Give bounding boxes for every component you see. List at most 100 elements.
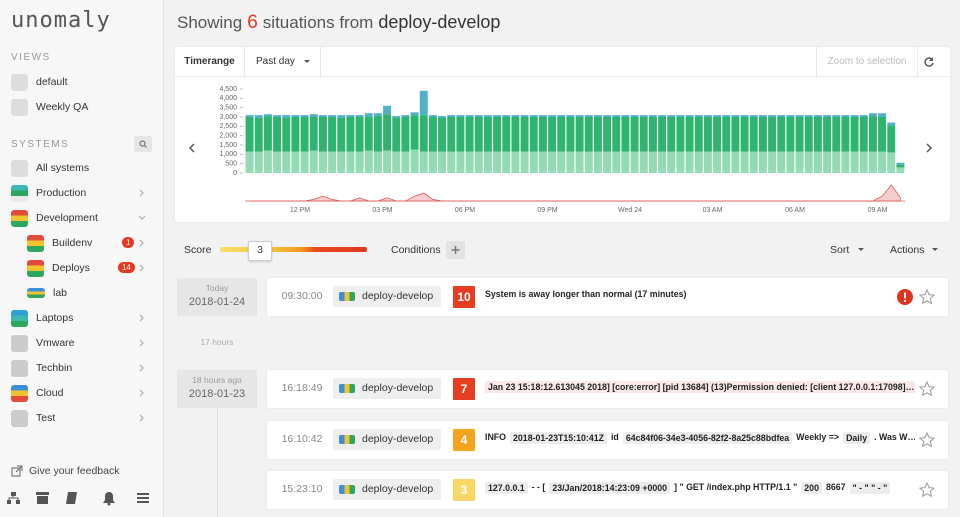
menu-icon[interactable] bbox=[137, 493, 149, 503]
y-tick-label: 4,000 bbox=[219, 95, 237, 102]
bar-segment bbox=[474, 151, 483, 173]
star-button[interactable] bbox=[919, 289, 935, 305]
caret bbox=[932, 248, 938, 251]
refresh-button[interactable] bbox=[922, 55, 936, 69]
system-item[interactable]: Vmware bbox=[11, 333, 151, 353]
system-item[interactable]: Deploys 14 bbox=[27, 258, 151, 278]
bar-segment bbox=[813, 151, 822, 173]
bar-segment bbox=[859, 151, 868, 173]
system-item[interactable]: Production bbox=[11, 183, 151, 203]
star-button[interactable] bbox=[919, 482, 935, 498]
bar-segment bbox=[795, 151, 804, 173]
bar-segment bbox=[722, 151, 731, 173]
hierarchy-icon[interactable] bbox=[7, 492, 20, 504]
system-icon bbox=[27, 234, 44, 252]
system-item[interactable]: Test bbox=[11, 408, 151, 428]
actions-dropdown[interactable]: Actions bbox=[890, 244, 925, 256]
bar-segment bbox=[749, 151, 758, 173]
logo[interactable]: unomaly bbox=[11, 8, 111, 33]
bar-segment bbox=[502, 151, 511, 173]
external-icon bbox=[11, 465, 23, 477]
system-item[interactable]: Laptops bbox=[11, 308, 151, 328]
bar-segment bbox=[263, 150, 272, 173]
star-shape bbox=[919, 381, 935, 397]
zoom-button[interactable]: Zoom to selection bbox=[816, 47, 918, 76]
bar-segment bbox=[245, 115, 254, 117]
y-tick-label: 1,500 bbox=[219, 142, 237, 149]
bar-segment bbox=[731, 151, 740, 173]
message-token: Weekly => bbox=[796, 431, 840, 442]
situation-row[interactable]: 16:18:49 deploy-develop 7 Jan 23 15:18:12.6… bbox=[267, 370, 948, 408]
view-item[interactable]: default bbox=[11, 72, 151, 92]
bar-segment bbox=[612, 115, 621, 117]
view-label: default bbox=[36, 76, 68, 88]
bar-segment bbox=[410, 115, 419, 150]
bottom-icons bbox=[7, 492, 149, 506]
prev-arrow[interactable] bbox=[188, 143, 195, 153]
bar-segment bbox=[584, 151, 593, 173]
relative-date: Today bbox=[205, 283, 229, 293]
caret bbox=[858, 248, 864, 251]
bar-segment bbox=[740, 151, 749, 173]
chevron bbox=[139, 414, 144, 422]
x-tick-label: 06 AM bbox=[785, 207, 805, 214]
bar-segment bbox=[465, 151, 474, 173]
system-item[interactable]: Cloud bbox=[11, 383, 151, 403]
situation-row[interactable]: 16:10:42 deploy-develop 4 INFO 2018-01-23T15… bbox=[267, 420, 948, 459]
range-dropdown[interactable]: Past day bbox=[245, 47, 321, 76]
chart: 0 500 1,000 1,500 2,000 2,500 3,000 3,500 4,000 4… bbox=[188, 86, 933, 214]
view-icon bbox=[11, 98, 28, 116]
archive-icon[interactable] bbox=[36, 492, 49, 504]
system-item[interactable]: All systems bbox=[11, 158, 151, 178]
bar-segment bbox=[749, 115, 758, 117]
bar-segment bbox=[639, 151, 648, 173]
system-item[interactable]: lab bbox=[27, 283, 151, 303]
bar-segment bbox=[355, 115, 364, 117]
bar-segment bbox=[841, 115, 850, 117]
bar-segment bbox=[685, 151, 694, 173]
bar-segment bbox=[713, 115, 722, 117]
bar-segment bbox=[731, 115, 740, 117]
bell-icon[interactable] bbox=[103, 492, 115, 506]
feedback-link[interactable]: Give your feedback bbox=[11, 465, 119, 477]
bar-segment bbox=[337, 151, 346, 173]
star-button[interactable] bbox=[919, 381, 935, 397]
title-prefix: Showing bbox=[177, 13, 243, 32]
search-button[interactable] bbox=[134, 136, 152, 152]
score-slider[interactable] bbox=[218, 240, 370, 260]
add-condition-button[interactable] bbox=[446, 241, 465, 259]
bar-segment bbox=[795, 115, 804, 117]
system-item[interactable]: Buildenv 1 bbox=[27, 233, 151, 253]
situation-time: 16:18:49 bbox=[281, 382, 323, 394]
system-item[interactable]: Development bbox=[11, 208, 151, 228]
system-item[interactable]: Techbin bbox=[11, 358, 151, 378]
y-tick-label: 2,500 bbox=[219, 123, 237, 130]
bar-segment bbox=[758, 151, 767, 173]
system-icon bbox=[339, 434, 355, 444]
situation-row[interactable]: 09:30:00 deploy-develop 10 System is away l… bbox=[267, 278, 948, 316]
score-handle[interactable]: 3 bbox=[248, 241, 272, 261]
star-button[interactable] bbox=[919, 431, 935, 448]
bar-segment bbox=[392, 116, 401, 118]
view-icon bbox=[11, 73, 28, 91]
situation-row[interactable]: 15:23:10 deploy-develop 3 127.0.0.1- - [23/… bbox=[267, 471, 948, 509]
next-arrow[interactable] bbox=[926, 143, 933, 153]
chevron-shape bbox=[139, 189, 144, 197]
message-token: 23/Jan/2018:14:23:09 +0000 bbox=[549, 482, 671, 494]
bar-segment bbox=[447, 151, 456, 173]
alert-bar bbox=[904, 292, 906, 299]
bar-segment bbox=[383, 114, 392, 151]
bar-segment bbox=[667, 151, 676, 173]
sort-dropdown[interactable]: Sort bbox=[830, 244, 850, 256]
bar-segment bbox=[254, 117, 263, 152]
system-label: Laptops bbox=[36, 312, 74, 324]
system-name: deploy-develop bbox=[362, 483, 434, 495]
book-icon[interactable] bbox=[66, 492, 77, 504]
time-gap: 17 hours bbox=[200, 337, 234, 347]
bar-segment bbox=[593, 151, 602, 173]
view-item[interactable]: Weekly QA bbox=[11, 97, 151, 117]
bar-segment bbox=[603, 151, 612, 173]
bar-segment bbox=[538, 151, 547, 173]
bar-segment bbox=[758, 115, 767, 117]
chevron-shape bbox=[139, 414, 144, 422]
